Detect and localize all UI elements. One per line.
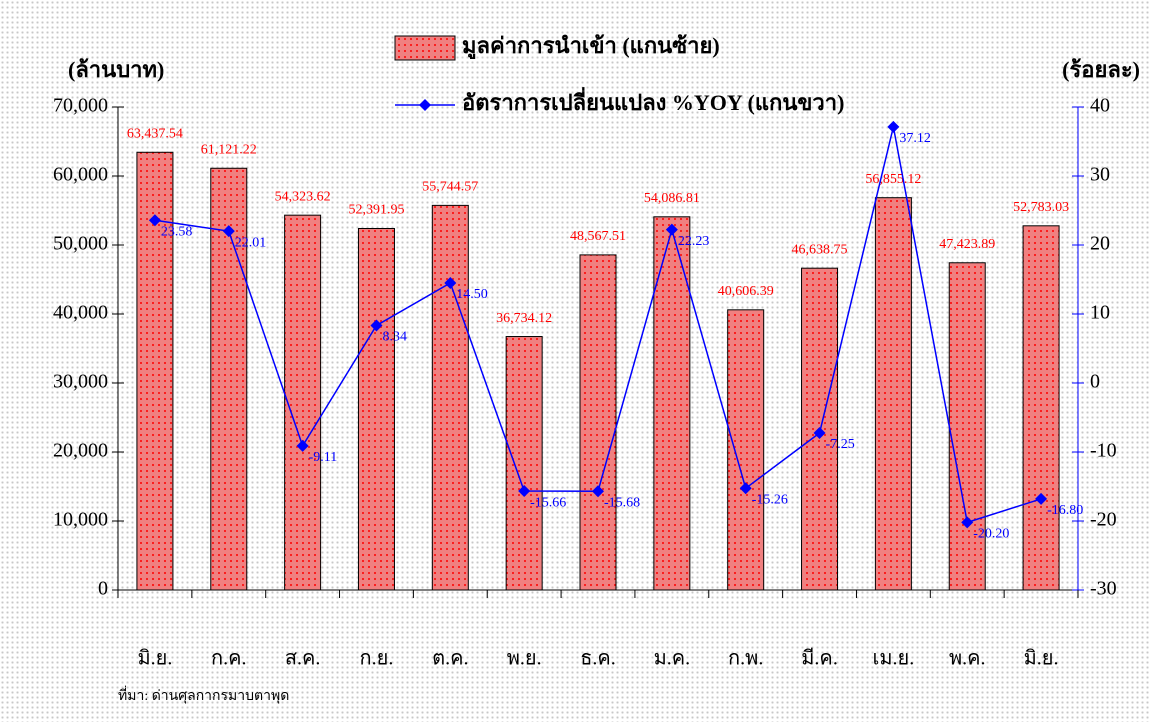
line-marker — [739, 482, 752, 495]
line-value-label: -20.20 — [973, 527, 1009, 542]
x-tick-label: ก.ค. — [211, 648, 247, 670]
bar-value-label: 40,606.39 — [718, 284, 774, 299]
bar — [948, 262, 986, 591]
line-marker — [887, 120, 900, 133]
x-tick-label: ต.ค. — [432, 648, 468, 670]
y2-tick-label: 30 — [1090, 164, 1110, 186]
line-marker — [518, 485, 531, 498]
legend-marker — [419, 99, 431, 111]
bar — [505, 336, 543, 591]
bar — [579, 254, 617, 591]
bar-value-label: 52,391.95 — [348, 203, 404, 218]
bar-value-label: 54,323.62 — [275, 189, 331, 204]
line-marker — [222, 225, 235, 238]
bar — [1022, 225, 1060, 591]
bar — [727, 309, 765, 591]
line-value-label: -16.80 — [1047, 503, 1083, 518]
y2-tick-label: 40 — [1090, 95, 1110, 117]
x-tick-label: ม.ค. — [654, 648, 691, 670]
bar — [136, 151, 174, 591]
bar-value-label: 54,086.81 — [644, 191, 700, 206]
y2-tick-label: 10 — [1090, 302, 1110, 324]
line-value-label: 22.23 — [678, 234, 710, 249]
line-marker — [961, 516, 974, 529]
x-tick-label: พ.ค. — [949, 648, 986, 670]
bar — [210, 167, 248, 591]
y-tick-label: 70,000 — [53, 95, 108, 117]
line-value-label: -7.25 — [826, 437, 855, 452]
bar-value-label: 52,783.03 — [1013, 200, 1069, 215]
y2-tick-label: 0 — [1090, 371, 1100, 393]
bar-value-label: 55,744.57 — [422, 180, 478, 195]
x-tick-label: มิ.ย. — [1024, 648, 1059, 670]
bar — [653, 216, 691, 591]
y-tick-label: 60,000 — [53, 164, 108, 186]
bar — [284, 214, 322, 591]
legend-swatch — [394, 35, 456, 61]
legend-label: อัตราการเปลี่ยนแปลง %YOY (แกนขวา) — [462, 86, 844, 115]
bar-value-label: 48,567.51 — [570, 229, 626, 244]
bar-value-label: 47,423.89 — [939, 237, 995, 252]
source: ที่มา: ด่านศุลกากรมาบตาพุด — [118, 686, 289, 704]
y-axis-label: (ล้านบาท) — [68, 57, 164, 82]
y-tick-label: 0 — [98, 578, 108, 600]
line-value-label: -9.11 — [309, 450, 338, 465]
line-marker — [444, 276, 457, 289]
y2-tick-label: 20 — [1090, 233, 1110, 255]
line-value-label: 8.34 — [382, 330, 407, 345]
line-marker — [665, 223, 678, 236]
line-value-label: -15.66 — [530, 495, 566, 510]
y-tick-label: 20,000 — [53, 440, 108, 462]
x-tick-label: มี.ค. — [801, 648, 838, 670]
bar-value-label: 61,121.22 — [201, 142, 257, 157]
y2-tick-label: -30 — [1090, 578, 1117, 600]
y-tick-label: 10,000 — [53, 509, 108, 531]
y2-tick-label: -10 — [1090, 440, 1117, 462]
x-tick-label: เม.ย. — [873, 648, 915, 670]
line-marker — [370, 319, 383, 332]
line-value-label: -15.68 — [604, 495, 640, 510]
x-tick-label: พ.ย. — [507, 648, 542, 670]
line-marker — [296, 439, 309, 452]
line-value-label: -15.26 — [752, 493, 788, 508]
line-value-label: 37.12 — [899, 131, 931, 146]
y-tick-label: 30,000 — [53, 371, 108, 393]
line-marker — [813, 427, 826, 440]
line-marker — [1035, 492, 1048, 505]
line-marker — [592, 485, 604, 498]
line-value-label: 22.01 — [235, 235, 267, 250]
bar — [874, 197, 912, 591]
line-value-label: 14.50 — [456, 287, 488, 302]
x-tick-label: ก.ย. — [360, 648, 394, 670]
bar-value-label: 36,734.12 — [496, 311, 552, 326]
x-tick-label: มิ.ย. — [137, 648, 172, 670]
y2-axis-label: (ร้อยละ) — [1062, 57, 1140, 82]
legend-label: มูลค่าการนำเข้า (แกนซ้าย) — [462, 33, 720, 60]
line-marker — [148, 214, 161, 227]
bar-value-label: 63,437.54 — [127, 126, 183, 141]
x-tick-label: ส.ค. — [285, 648, 321, 670]
y2-tick-label: -20 — [1090, 509, 1117, 531]
y-tick-label: 40,000 — [53, 302, 108, 324]
x-tick-label: ธ.ค. — [580, 648, 616, 670]
y-tick-label: 50,000 — [53, 233, 108, 255]
bar — [357, 227, 395, 591]
line-value-label: 23.58 — [161, 225, 193, 240]
bar-value-label: 56,855.12 — [865, 172, 921, 187]
x-tick-label: ก.พ. — [728, 648, 763, 670]
bar-value-label: 46,638.75 — [792, 242, 848, 257]
bar — [431, 204, 469, 591]
